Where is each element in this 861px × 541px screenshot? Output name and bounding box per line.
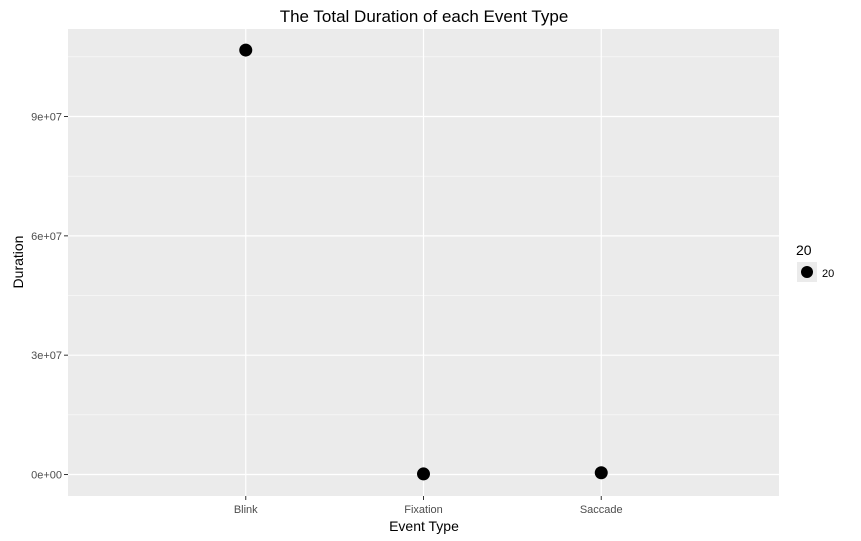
y-tick-label: 9e+07 <box>31 112 62 124</box>
y-axis-title: Duration <box>10 236 26 289</box>
grid-lines <box>68 29 779 496</box>
x-tick-label: Fixation <box>404 504 443 516</box>
x-tick-label: Blink <box>234 504 258 516</box>
legend-label: 20 <box>822 268 834 280</box>
legend-key-point <box>801 266 813 278</box>
y-tick-label: 3e+07 <box>31 350 62 362</box>
chart-title: The Total Duration of each Event Type <box>280 7 569 26</box>
y-axis-ticks: 0e+00 3e+07 6e+07 9e+07 <box>31 112 68 482</box>
data-point <box>594 466 608 480</box>
data-points <box>239 43 608 481</box>
x-axis-title: Event Type <box>389 518 459 534</box>
data-point <box>417 467 430 481</box>
x-axis-ticks: Blink Fixation Saccade <box>234 496 623 516</box>
data-point <box>239 43 253 57</box>
legend: 20 20 <box>796 242 834 282</box>
x-tick-label: Saccade <box>580 504 623 516</box>
legend-title: 20 <box>796 242 812 258</box>
y-tick-label: 6e+07 <box>31 231 62 243</box>
y-tick-label: 0e+00 <box>31 470 62 482</box>
